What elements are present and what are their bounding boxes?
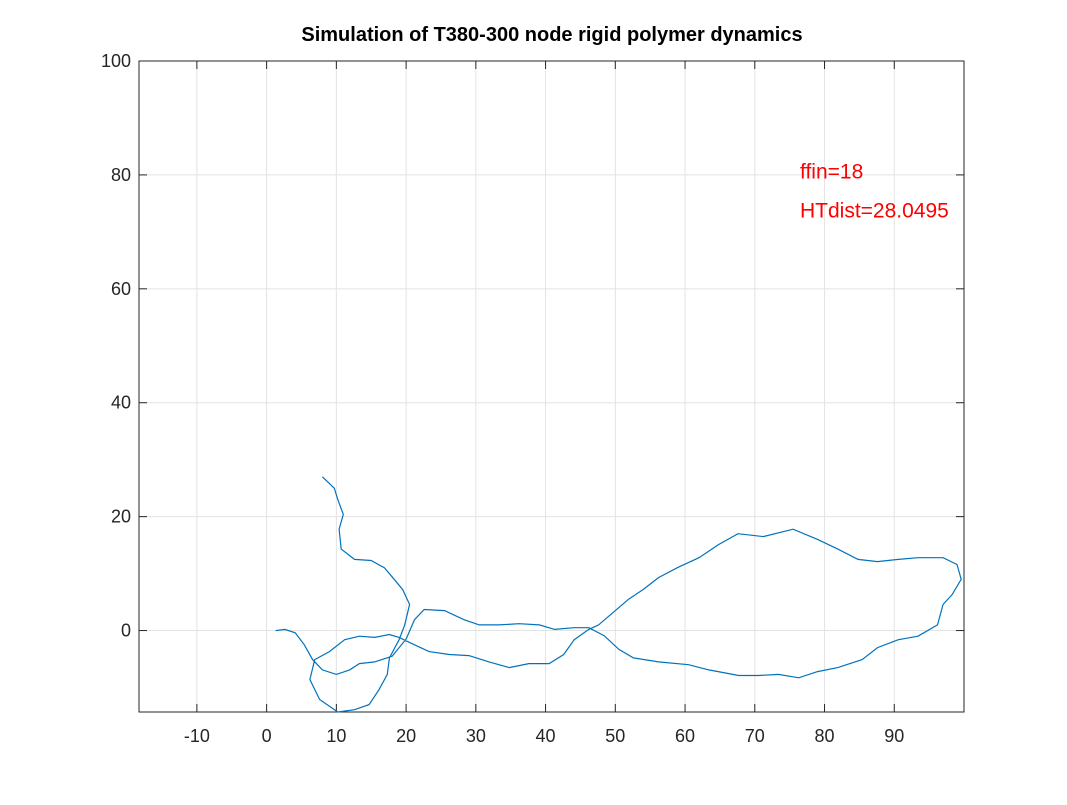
y-tick-label: 100: [101, 51, 131, 71]
y-tick-label: 0: [121, 621, 131, 641]
x-tick-label: 90: [884, 726, 904, 746]
axes-box: [138, 60, 965, 713]
y-tick-label: 60: [111, 279, 131, 299]
x-tick-label: 50: [605, 726, 625, 746]
y-tick-label: 80: [111, 165, 131, 185]
x-tick-label: 70: [745, 726, 765, 746]
annotation: ffin=18: [800, 161, 863, 184]
x-tick-label: 60: [675, 726, 695, 746]
x-tick-label: 10: [326, 726, 346, 746]
x-tick-label: 80: [815, 726, 835, 746]
x-tick-label: 40: [536, 726, 556, 746]
x-tick-label: 30: [466, 726, 486, 746]
polymer-line: [275, 476, 962, 713]
x-tick-label: 20: [396, 726, 416, 746]
plot-area: -10 0 10 20 30 40 50 60 70 80 90 0 20 40 60 80 100: [101, 51, 965, 746]
x-tick-label: 0: [262, 726, 272, 746]
y-tick-label: 20: [111, 507, 131, 527]
y-tick-label: 40: [111, 393, 131, 413]
annotation: HTdist=28.0495: [800, 200, 949, 223]
chart-title: Simulation of T380-300 node rigid polyme…: [301, 24, 802, 46]
x-tick-label: -10: [184, 726, 210, 746]
